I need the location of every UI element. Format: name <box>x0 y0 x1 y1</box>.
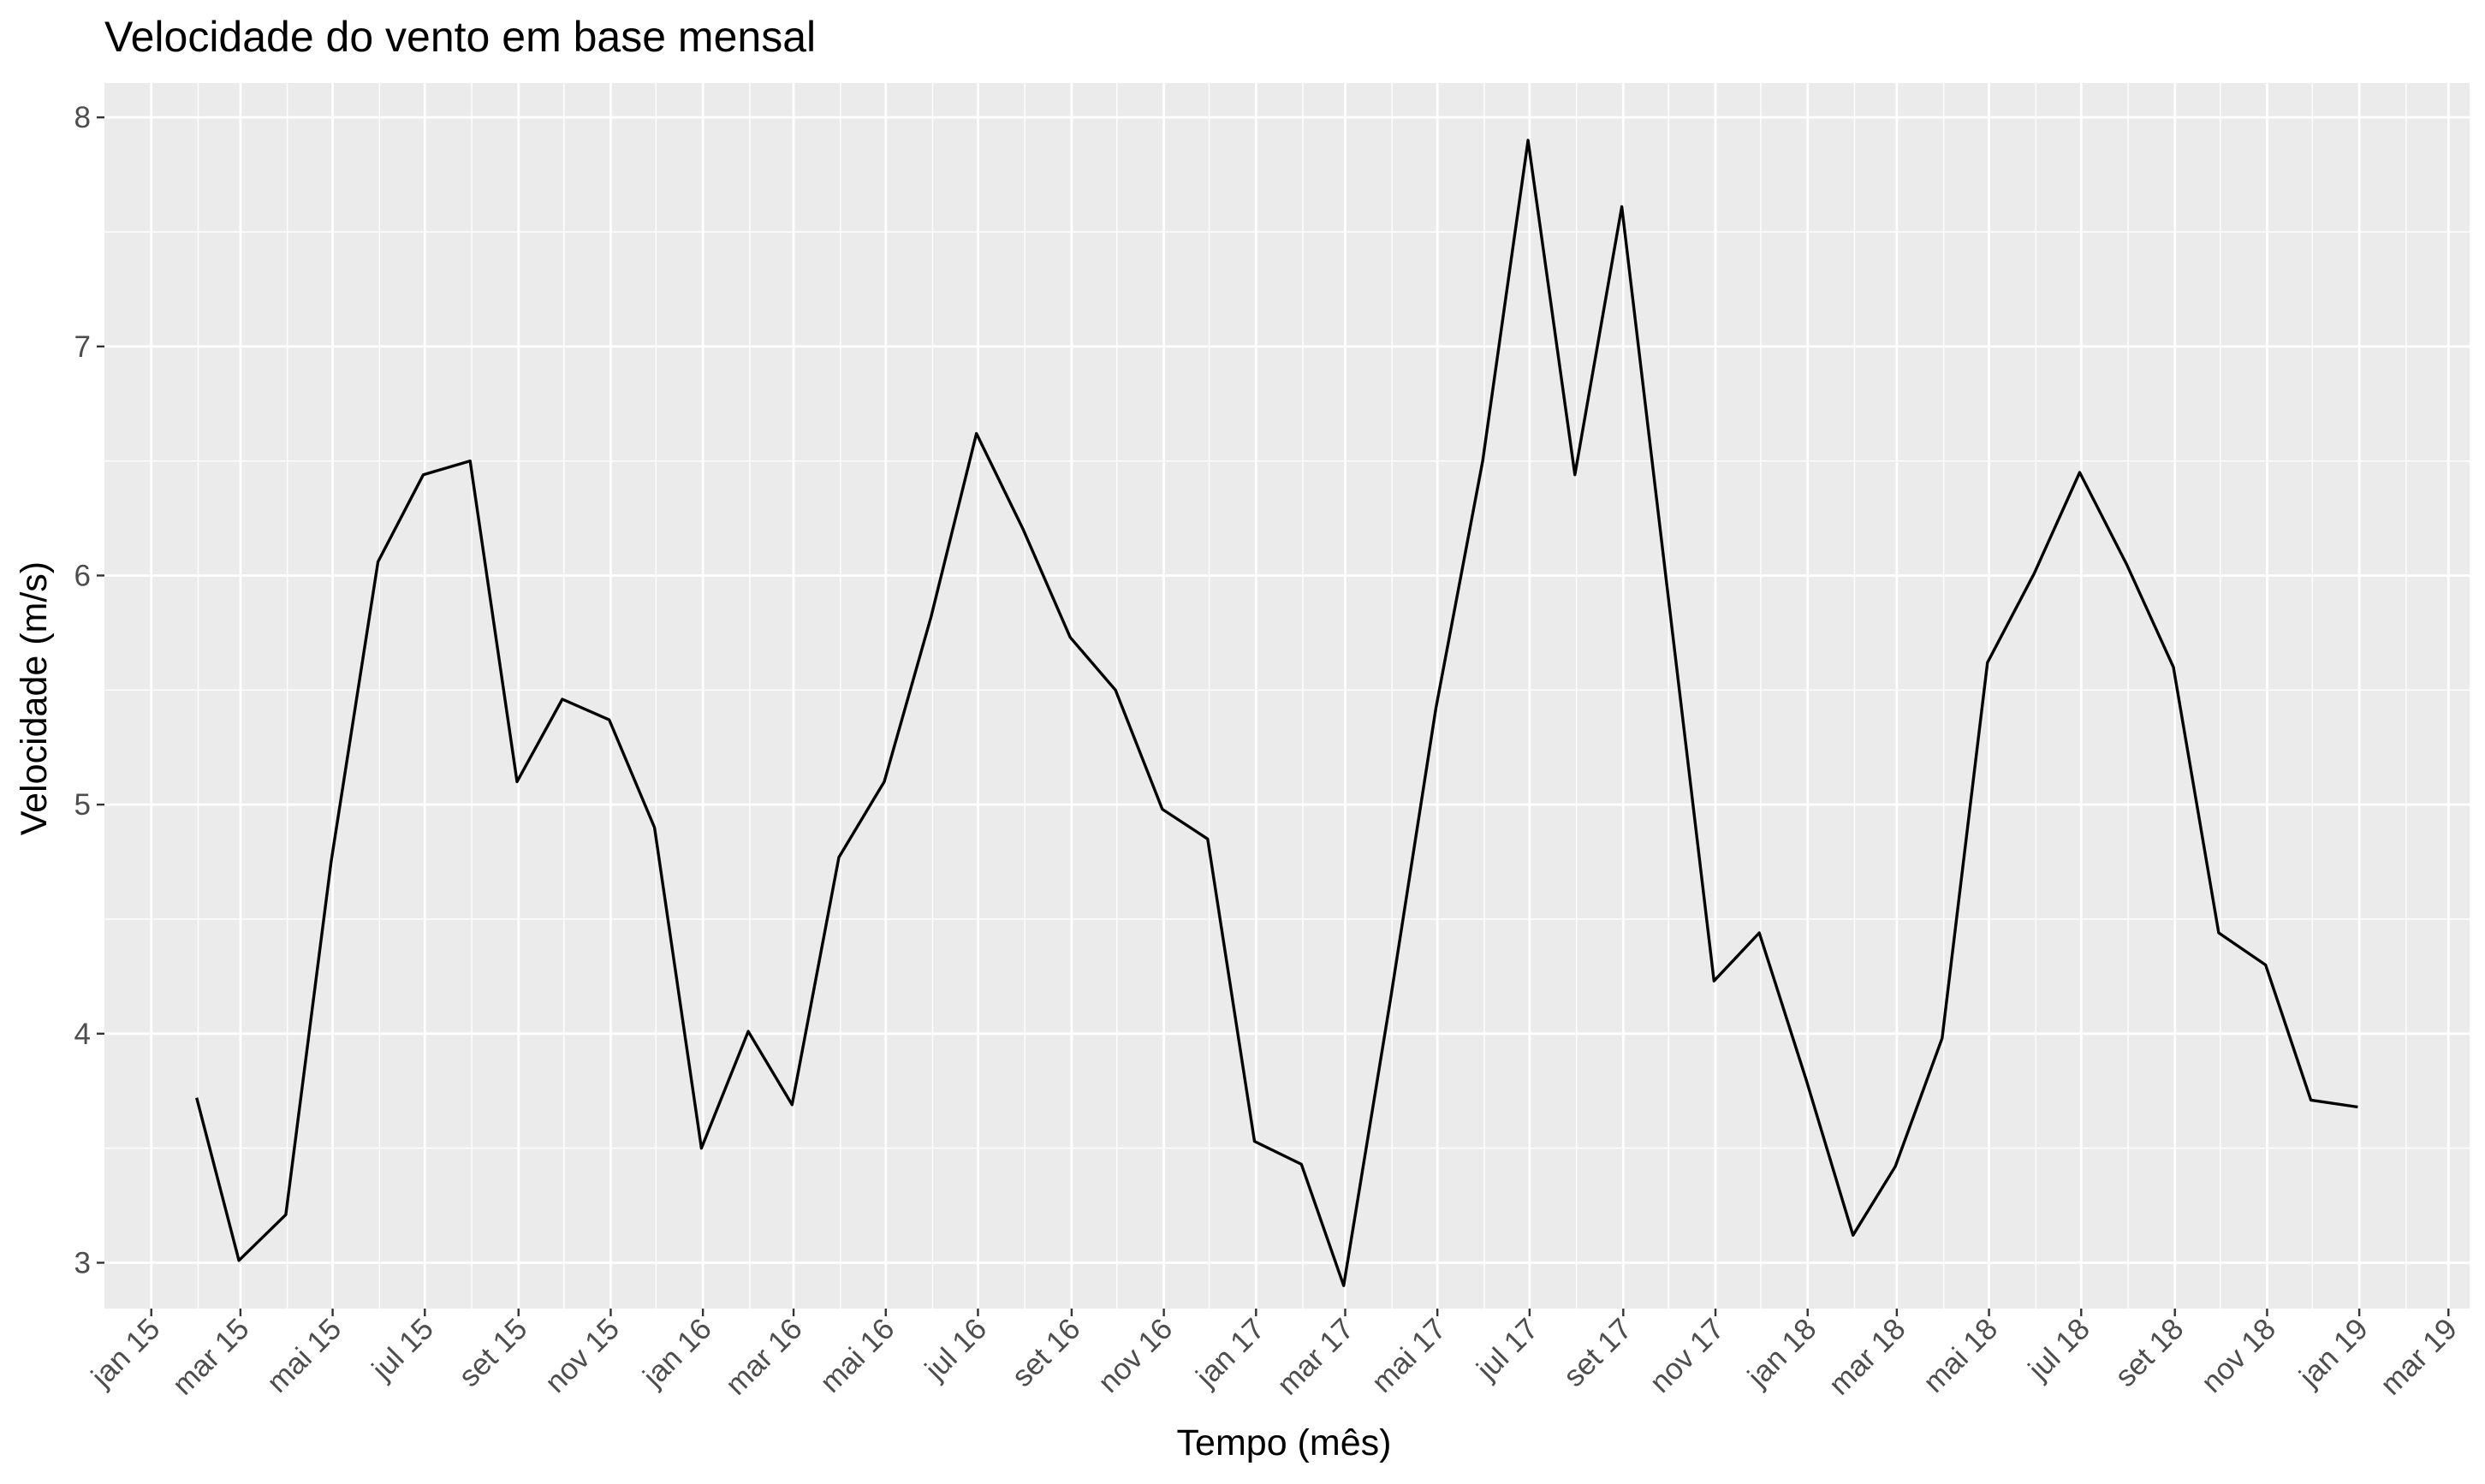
major-gridlines <box>104 83 2470 1309</box>
data-point <box>1941 1037 1943 1040</box>
y-tick-label: 3 <box>74 1246 91 1279</box>
data-point <box>1115 689 1117 692</box>
x-tick-label: jan 17 <box>1189 1312 1271 1394</box>
data-point <box>1573 473 1576 476</box>
y-tick-label: 7 <box>74 330 91 364</box>
x-tick-label: jan 19 <box>2292 1312 2375 1394</box>
data-point <box>930 615 932 618</box>
x-tick-label: jan 18 <box>1741 1312 1823 1394</box>
data-point <box>608 719 610 721</box>
data-point <box>1253 1140 1256 1143</box>
x-tick-label: jul 16 <box>918 1312 993 1386</box>
data-point <box>838 856 841 858</box>
y-axis: 3 4 5 6 7 8 <box>74 101 104 1279</box>
data-point <box>2125 563 2128 566</box>
x-tick-label: set 18 <box>2108 1312 2190 1393</box>
x-tick-label: jul 17 <box>1470 1312 1544 1386</box>
data-point <box>653 826 656 828</box>
data-point <box>975 432 978 435</box>
x-tick-label: mar 19 <box>2374 1312 2464 1402</box>
data-point <box>1620 205 1623 208</box>
data-point <box>1986 662 1989 664</box>
x-tick-label: mai 15 <box>260 1312 348 1399</box>
x-tick-label: nov 15 <box>538 1312 626 1399</box>
x-tick-label: mai 16 <box>814 1312 901 1399</box>
data-point <box>238 1259 241 1261</box>
x-tick-label: jul 15 <box>365 1312 439 1386</box>
y-axis-title: Velocidade (m/s) <box>14 561 55 835</box>
y-tick-label: 5 <box>74 788 91 822</box>
x-tick-label: set 16 <box>1006 1312 1087 1393</box>
data-point <box>2264 964 2267 966</box>
plot-panel <box>104 83 2470 1309</box>
data-point <box>1804 1078 1807 1081</box>
y-tick-label: 8 <box>74 101 91 134</box>
x-tick-label: mar 16 <box>719 1312 809 1402</box>
data-point <box>747 1030 750 1033</box>
data-point <box>2078 472 2081 474</box>
y-tick-label: 4 <box>74 1018 91 1051</box>
data-point <box>700 1147 703 1149</box>
series-line <box>195 139 2358 1287</box>
data-point <box>1161 808 1163 810</box>
data-point <box>1852 1234 1854 1237</box>
data-point <box>1022 528 1025 531</box>
x-tick-label: mar 18 <box>1822 1312 1912 1402</box>
data-point <box>1758 932 1761 935</box>
x-tick-label: set 15 <box>452 1312 533 1393</box>
data-point <box>2310 1099 2312 1101</box>
data-point <box>469 460 472 462</box>
x-tick-label: nov 16 <box>1091 1312 1179 1399</box>
x-tick-label: nov 17 <box>1644 1312 1731 1399</box>
data-point <box>330 861 332 864</box>
data-point <box>516 781 519 783</box>
data-point <box>1300 1163 1303 1166</box>
data-point <box>284 1214 287 1216</box>
data-point <box>1666 585 1668 588</box>
data-point <box>883 781 886 783</box>
x-tick-label: mar 17 <box>1271 1312 1361 1402</box>
data-point <box>1342 1285 1345 1287</box>
data-point <box>561 698 563 701</box>
data-point <box>1894 1166 1897 1168</box>
data-point <box>377 561 379 563</box>
series-group <box>195 139 2359 1287</box>
data-point <box>791 1103 794 1106</box>
data-point <box>1713 980 1715 982</box>
data-point <box>1527 139 1530 141</box>
x-tick-label: jul 18 <box>2021 1312 2096 1386</box>
data-point <box>2357 1106 2359 1108</box>
x-tick-label: jan 15 <box>85 1312 167 1394</box>
data-point <box>1069 636 1072 638</box>
data-point <box>2033 572 2036 574</box>
data-point <box>422 473 425 476</box>
data-point <box>1389 998 1392 1000</box>
chart-title: Velocidade do vento em base mensal <box>104 13 816 61</box>
x-tick-label: mar 15 <box>166 1312 256 1402</box>
x-tick-label: mai 17 <box>1365 1312 1453 1399</box>
data-point <box>1482 460 1484 462</box>
y-tick-label: 6 <box>74 559 91 592</box>
x-axis: jan 15 mar 15 mai 15 jul 15 set 15 nov 15 jan … <box>85 1309 2464 1402</box>
x-tick-label: nov 18 <box>2195 1312 2282 1399</box>
x-tick-label: mai 18 <box>1917 1312 2004 1399</box>
x-tick-label: set 17 <box>1557 1312 1638 1393</box>
data-point <box>2217 932 2220 935</box>
x-axis-title: Tempo (mês) <box>1177 1422 1392 1463</box>
data-point <box>195 1096 198 1099</box>
x-tick-label: jan 16 <box>636 1312 718 1394</box>
data-point <box>1435 707 1437 709</box>
data-point <box>2173 666 2175 668</box>
data-point <box>1206 838 1209 840</box>
